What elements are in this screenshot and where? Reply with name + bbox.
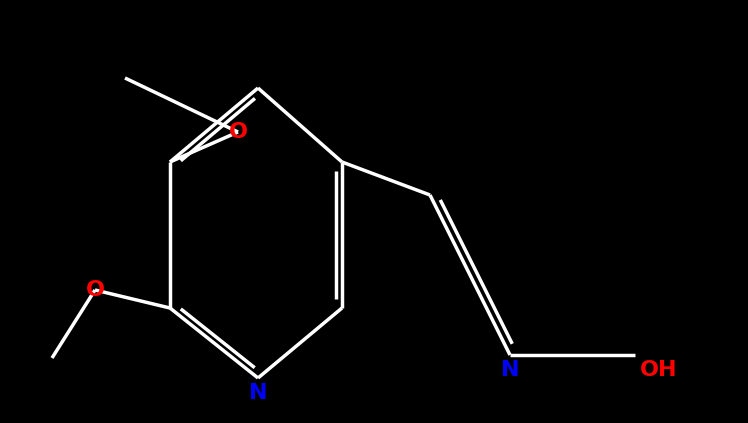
- Text: N: N: [500, 360, 519, 380]
- Text: O: O: [85, 280, 105, 300]
- Text: O: O: [228, 122, 248, 142]
- Text: OH: OH: [640, 360, 678, 380]
- Text: N: N: [249, 383, 267, 403]
